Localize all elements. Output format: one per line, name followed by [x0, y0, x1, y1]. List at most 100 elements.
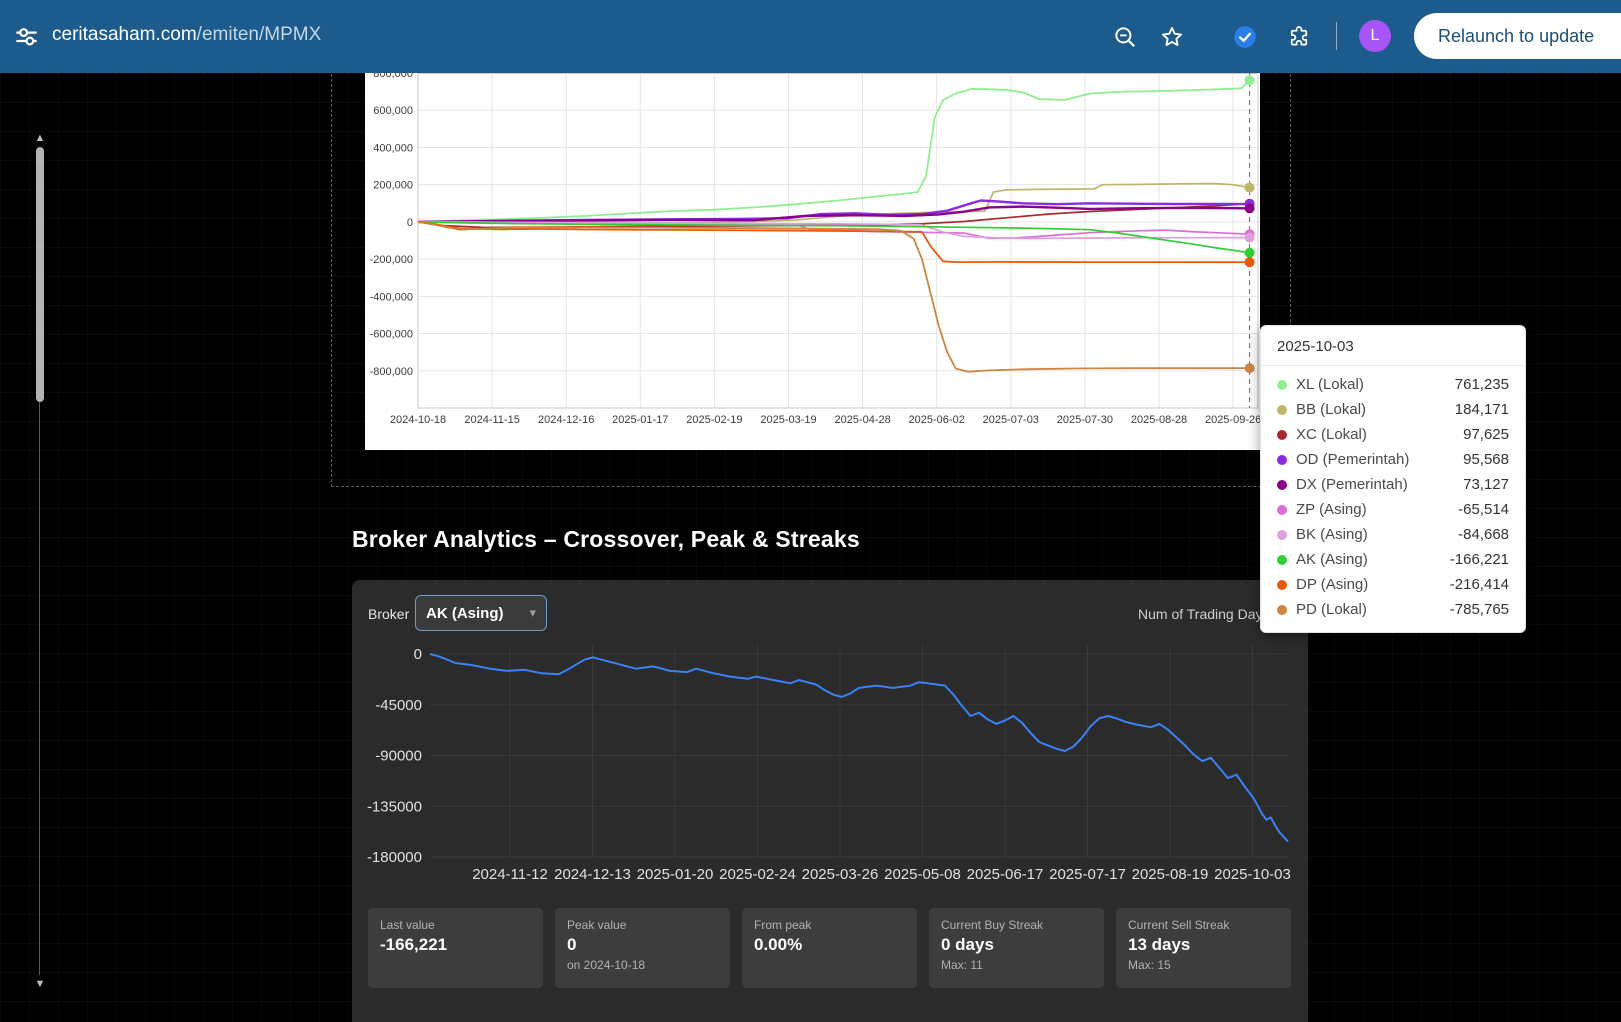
chart-card-outline	[331, 73, 1291, 487]
scrollbar[interactable]: ▲ ▼	[31, 131, 49, 991]
svg-text:2025-02-24: 2025-02-24	[719, 866, 796, 883]
series-color-dot	[1277, 454, 1287, 465]
svg-text:2025-07-17: 2025-07-17	[1049, 866, 1126, 883]
series-value: 95,568	[1463, 451, 1509, 468]
stat-sub: Max: 15	[1128, 958, 1171, 972]
series-label: BK (Asing)	[1296, 526, 1368, 543]
broker-streak-chart[interactable]: 0 -45000 -90000 -135000 -180000 2024-11-12 202…	[352, 635, 1308, 887]
series-color-dot	[1277, 504, 1287, 515]
stat-value: 0.00%	[754, 935, 803, 954]
profile-avatar[interactable]: L	[1359, 20, 1391, 52]
svg-text:-90000: -90000	[375, 748, 422, 765]
series-value: -65,514	[1458, 501, 1509, 518]
broker-flow-chart[interactable]: 800,000 600,000 400,000 200,000 0 -200,000 -40…	[365, 73, 1260, 450]
tooltip-row: XC (Lokal) 97,625	[1277, 422, 1509, 447]
svg-text:2025-09-26: 2025-09-26	[1205, 414, 1260, 426]
stat-value: 13 days	[1128, 935, 1191, 954]
bookmark-star-icon[interactable]	[1159, 24, 1185, 50]
tooltip-row: ZP (Asing) -65,514	[1277, 497, 1509, 522]
broker-analytics-panel: Broker AK (Asing) ▾ Num of Trading Days …	[352, 580, 1308, 1022]
extensions-puzzle-icon[interactable]	[1286, 24, 1312, 50]
scrollbar-track[interactable]	[35, 147, 44, 975]
svg-text:2025-05-08: 2025-05-08	[884, 866, 961, 883]
scrollbar-thumb[interactable]	[35, 147, 44, 402]
check-circle-extension-icon[interactable]	[1232, 24, 1258, 50]
zoom-out-icon-glyph	[1115, 27, 1135, 47]
tooltip-row: AK (Asing) -166,221	[1277, 547, 1509, 572]
svg-text:-135000: -135000	[367, 798, 422, 815]
check-circle-glyph	[1234, 26, 1256, 48]
series-label: ZP (Asing)	[1296, 501, 1367, 518]
tune-icon[interactable]	[13, 23, 40, 50]
tune-icon-glyph	[16, 28, 37, 46]
chevron-down-icon: ▾	[529, 605, 536, 620]
stat-sub: on 2024-10-18	[567, 958, 646, 972]
svg-text:2025-08-19: 2025-08-19	[1132, 866, 1209, 883]
stat-value: 0	[567, 935, 577, 954]
svg-text:400,000: 400,000	[373, 142, 413, 154]
tooltip-row: OD (Pemerintah) 95,568	[1277, 447, 1509, 472]
svg-text:800,000: 800,000	[373, 73, 413, 80]
tooltip-row: DX (Pemerintah) 73,127	[1277, 472, 1509, 497]
svg-text:-200,000: -200,000	[370, 254, 413, 266]
svg-text:-400,000: -400,000	[370, 291, 413, 303]
series-value: -785,765	[1449, 601, 1509, 618]
svg-text:2025-04-28: 2025-04-28	[834, 414, 890, 426]
broker-select[interactable]: AK (Asing) ▾	[415, 595, 547, 631]
svg-text:2024-11-12: 2024-11-12	[472, 866, 548, 883]
tooltip-rows: XL (Lokal) 761,235 BB (Lokal) 184,171 XC (Lo…	[1261, 366, 1525, 632]
series-color-dot	[1277, 429, 1287, 440]
svg-text:2024-11-15: 2024-11-15	[464, 414, 519, 426]
stat-label: Current Sell Streak	[1128, 918, 1230, 932]
puzzle-icon-glyph	[1290, 26, 1308, 46]
page-content: ▲ ▼ 800,000 600,000 400,000 200,000 0 -200,00…	[0, 73, 1621, 1022]
svg-text:200,000: 200,000	[373, 180, 413, 192]
zoom-out-icon[interactable]	[1112, 24, 1138, 50]
svg-text:2025-06-17: 2025-06-17	[967, 866, 1044, 883]
relaunch-button[interactable]: Relaunch to update	[1414, 13, 1621, 59]
scroll-up-arrow[interactable]: ▲	[34, 132, 46, 144]
series-label: AK (Asing)	[1296, 551, 1368, 568]
series-value: -166,221	[1449, 551, 1509, 568]
series-label: PD (Lokal)	[1296, 601, 1367, 618]
stat-value: -166,221	[380, 935, 448, 954]
stat-card-last-value: Last value -166,221	[368, 908, 543, 988]
trading-days-label: Num of Trading Days	[1138, 606, 1270, 622]
broker-select-value: AK (Asing)	[426, 604, 504, 622]
stat-cards: Last value -166,221 Peak value 0 on 2024…	[368, 908, 1291, 988]
svg-text:2025-02-19: 2025-02-19	[686, 414, 742, 426]
chart-tooltip: 2025-10-03 XL (Lokal) 761,235 BB (Lokal) 18…	[1260, 325, 1526, 633]
address-bar[interactable]: ceritasaham.com/emiten/MPMX	[52, 24, 321, 46]
svg-text:-800,000: -800,000	[370, 366, 413, 378]
series-value: 184,171	[1454, 401, 1509, 418]
svg-text:2024-10-18: 2024-10-18	[390, 414, 446, 426]
svg-text:-180000: -180000	[367, 849, 422, 866]
series-value: 761,235	[1454, 376, 1509, 393]
stat-card-from-peak: From peak 0.00%	[742, 908, 917, 988]
series-label: OD (Pemerintah)	[1296, 451, 1410, 468]
series-label: DX (Pemerintah)	[1296, 476, 1408, 493]
svg-text:2025-10-03: 2025-10-03	[1214, 866, 1291, 883]
tooltip-row: BK (Asing) -84,668	[1277, 522, 1509, 547]
broker-label: Broker	[368, 606, 410, 622]
series-label: XC (Lokal)	[1296, 426, 1367, 443]
stat-label: From peak	[754, 918, 812, 932]
stat-card-sell-streak: Current Sell Streak 13 days Max: 15	[1116, 908, 1291, 988]
series-value: -216,414	[1449, 576, 1509, 593]
relaunch-label: Relaunch to update	[1438, 25, 1595, 46]
svg-text:2025-03-19: 2025-03-19	[760, 414, 816, 426]
series-color-dot	[1277, 579, 1287, 590]
series-color-dot	[1277, 479, 1287, 490]
scroll-down-arrow[interactable]: ▼	[34, 978, 46, 990]
series-color-dot	[1277, 404, 1287, 415]
stat-card-peak-value: Peak value 0 on 2024-10-18	[555, 908, 730, 988]
series-color-dot	[1277, 529, 1287, 540]
series-value: -84,668	[1458, 526, 1509, 543]
section-heading: Broker Analytics – Crossover, Peak & Str…	[352, 526, 860, 552]
tooltip-date: 2025-10-03	[1261, 326, 1525, 366]
series-label: XL (Lokal)	[1296, 376, 1364, 393]
broker-flow-chart-panel: 800,000 600,000 400,000 200,000 0 -200,000 -40…	[365, 73, 1260, 450]
svg-text:2025-07-30: 2025-07-30	[1057, 414, 1113, 426]
tooltip-row: BB (Lokal) 184,171	[1277, 397, 1509, 422]
